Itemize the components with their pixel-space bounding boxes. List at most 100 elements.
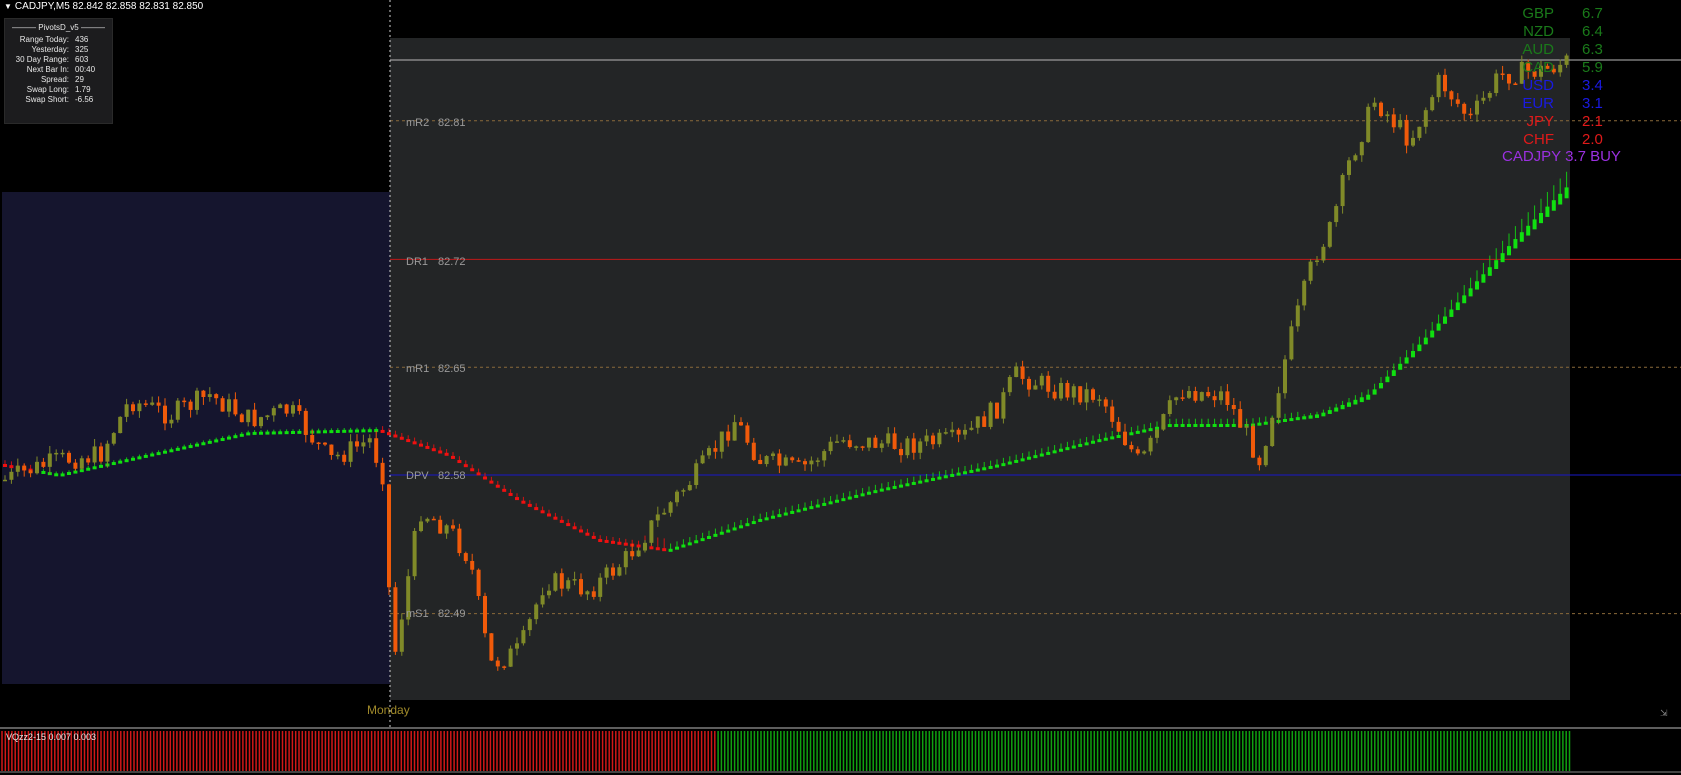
ma-dot bbox=[1225, 424, 1230, 427]
pair-signal: CADJPY 3.7 BUY bbox=[1502, 148, 1621, 165]
candle bbox=[572, 579, 577, 581]
autoscroll-icon[interactable]: ⇲ bbox=[1660, 708, 1668, 718]
ma-dot bbox=[828, 501, 833, 505]
candle bbox=[118, 416, 123, 434]
candle bbox=[1398, 119, 1403, 128]
ma-dot bbox=[1551, 200, 1556, 211]
ma-dot bbox=[515, 497, 519, 501]
strength-currency: USD bbox=[1522, 77, 1554, 94]
candle bbox=[707, 448, 711, 456]
ma-dot bbox=[1308, 415, 1313, 419]
candle bbox=[623, 551, 628, 568]
candle bbox=[470, 560, 475, 570]
candle bbox=[1526, 61, 1531, 72]
candle bbox=[1551, 68, 1556, 73]
info-value: 325 bbox=[75, 45, 89, 54]
candle bbox=[1161, 414, 1166, 430]
candle bbox=[1302, 280, 1307, 306]
candle bbox=[374, 438, 379, 463]
ma-dot bbox=[1327, 410, 1332, 414]
level-label-ms1: mS1 82.49 bbox=[406, 608, 466, 620]
candle bbox=[559, 573, 564, 589]
candle bbox=[1244, 426, 1249, 428]
candle bbox=[662, 512, 667, 515]
candle bbox=[1225, 391, 1230, 405]
candle bbox=[1462, 103, 1467, 114]
candle bbox=[67, 452, 71, 463]
candle bbox=[1494, 73, 1499, 93]
candle bbox=[515, 643, 519, 649]
candle bbox=[1001, 392, 1006, 419]
candle bbox=[1507, 74, 1511, 84]
strength-row: JPY 2.1 bbox=[1500, 113, 1604, 131]
ma-dot bbox=[540, 510, 545, 514]
info-value: 1.79 bbox=[75, 85, 91, 94]
ma-dot bbox=[982, 467, 987, 471]
candle bbox=[502, 666, 507, 668]
ma-dot bbox=[207, 440, 212, 444]
candle bbox=[175, 400, 180, 420]
ma-dot bbox=[809, 506, 814, 510]
strength-currency: NZD bbox=[1523, 23, 1554, 40]
ma-dot bbox=[668, 548, 673, 552]
ma-dot bbox=[431, 448, 436, 452]
ma-dot bbox=[1385, 376, 1390, 383]
candle bbox=[265, 415, 270, 418]
candle bbox=[297, 405, 302, 411]
candle bbox=[22, 465, 27, 471]
ma-dot bbox=[892, 485, 897, 489]
strength-value: 5.9 bbox=[1582, 59, 1603, 76]
dropdown-triangle-icon[interactable]: ▼ bbox=[4, 2, 12, 11]
strength-row: GBP 6.7 bbox=[1500, 5, 1604, 23]
info-label: Spread: bbox=[40, 75, 69, 84]
ma-dot bbox=[1430, 330, 1435, 338]
info-label: 30 Day Range: bbox=[15, 55, 69, 64]
candle bbox=[335, 454, 340, 457]
candle bbox=[611, 567, 615, 576]
candle bbox=[3, 479, 7, 482]
candle bbox=[726, 431, 731, 441]
pivots-info-panel: ——— PivotsD_v5 ——— Range Today: 436 Yeste… bbox=[4, 18, 113, 124]
ma-dot bbox=[1500, 253, 1505, 263]
ma-dot bbox=[86, 467, 91, 471]
candle bbox=[566, 580, 571, 589]
ma-dot bbox=[239, 433, 244, 437]
strength-row: EUR 3.1 bbox=[1500, 95, 1604, 113]
candle bbox=[9, 471, 14, 480]
ma-dot bbox=[943, 475, 948, 479]
info-label: Swap Short: bbox=[25, 95, 69, 104]
candle bbox=[700, 455, 705, 464]
ma-dot bbox=[1174, 424, 1179, 427]
candle bbox=[1257, 457, 1262, 466]
candle bbox=[163, 405, 167, 424]
candle bbox=[1014, 366, 1019, 378]
candle bbox=[92, 446, 97, 463]
candle bbox=[1155, 429, 1159, 438]
candle bbox=[79, 458, 84, 469]
candle bbox=[438, 519, 443, 534]
candle bbox=[1404, 119, 1409, 146]
candle bbox=[950, 429, 955, 433]
candle bbox=[899, 448, 903, 456]
candle bbox=[758, 459, 763, 465]
candle bbox=[694, 463, 699, 486]
candle bbox=[387, 484, 391, 588]
candle bbox=[1078, 386, 1083, 403]
strength-value: 3.1 bbox=[1582, 95, 1603, 112]
ma-dot bbox=[1097, 439, 1102, 443]
ma-dot bbox=[835, 499, 839, 503]
ma-dot bbox=[681, 544, 686, 548]
ma-dot bbox=[617, 541, 622, 545]
ma-dot bbox=[297, 430, 302, 434]
ma-dot bbox=[1116, 435, 1121, 439]
candle bbox=[393, 587, 398, 652]
ma-dot bbox=[163, 450, 167, 454]
ma-dot bbox=[758, 518, 763, 522]
candle bbox=[630, 551, 635, 557]
candle bbox=[643, 542, 647, 551]
ma-dot bbox=[751, 521, 756, 525]
candle bbox=[668, 502, 673, 513]
candle bbox=[431, 518, 436, 521]
candle bbox=[367, 438, 372, 443]
